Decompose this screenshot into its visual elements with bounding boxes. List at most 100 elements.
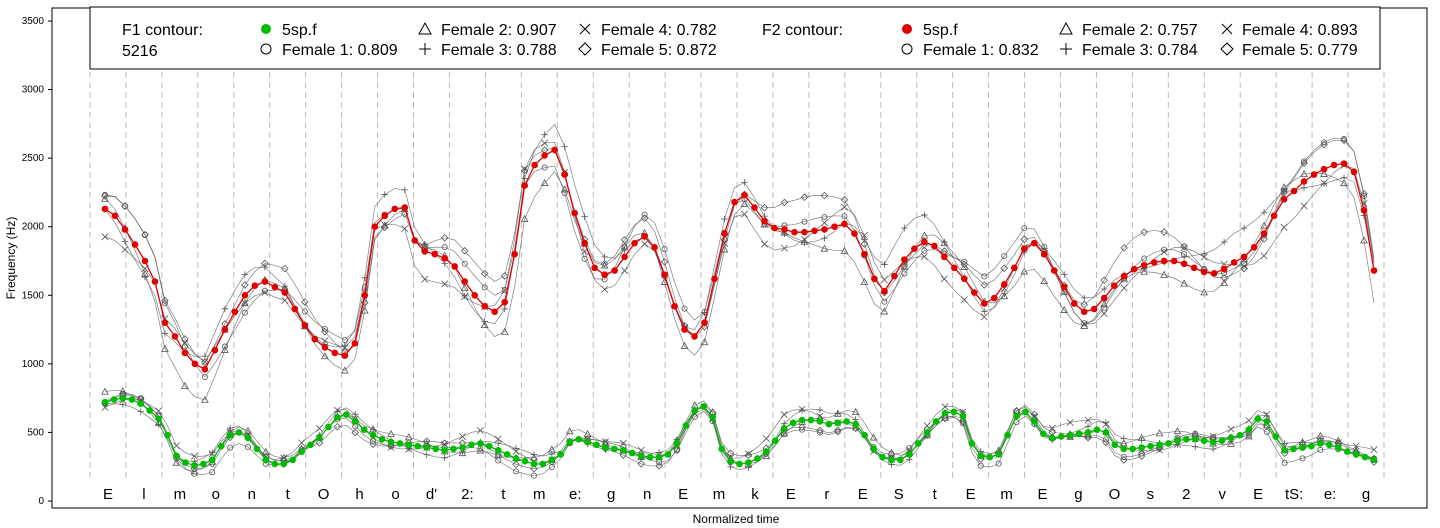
f2-main-point xyxy=(1010,264,1018,272)
f1-main-point xyxy=(914,440,922,447)
reference-point xyxy=(721,215,728,223)
reference-point xyxy=(161,330,169,337)
f2-main-point xyxy=(1070,300,1078,307)
reference-point xyxy=(121,238,129,245)
f2-main-point xyxy=(571,209,578,217)
reference-point xyxy=(1137,452,1146,460)
segment-label: E xyxy=(786,486,796,503)
f1-main-point xyxy=(450,445,457,453)
f1-main-point xyxy=(977,452,985,460)
reference-point xyxy=(601,253,608,261)
reference-point xyxy=(173,442,180,450)
f2-main-point xyxy=(771,224,778,232)
f2-main-point xyxy=(541,152,548,159)
f1-main-point xyxy=(485,442,493,450)
reference-point xyxy=(521,175,528,182)
reference-point xyxy=(1084,434,1092,442)
reference-point xyxy=(977,462,984,469)
reference-point xyxy=(441,454,448,462)
reference-point xyxy=(494,450,502,459)
f2-main-point xyxy=(531,161,538,169)
reference-point xyxy=(261,447,270,455)
f2-main-point xyxy=(1050,267,1058,274)
f1-main-point xyxy=(468,441,475,449)
reference-point xyxy=(1263,410,1271,418)
reference-point xyxy=(1260,252,1268,260)
reference-point xyxy=(261,287,268,294)
f1-main-point xyxy=(1200,437,1208,444)
f2-main-point xyxy=(361,291,369,299)
reference-point xyxy=(1040,277,1049,284)
segment-label: r xyxy=(824,486,829,503)
reference-point xyxy=(1260,221,1268,229)
y-axis-ticks: 0 500 1000 1500 2000 2500 3000 3500 xyxy=(22,16,52,507)
segment-label: E xyxy=(1253,486,1263,503)
f1-main-point xyxy=(1308,442,1315,450)
f2-main-point xyxy=(1340,160,1348,167)
f2-main-point xyxy=(1260,230,1268,237)
f1-main-point xyxy=(226,431,234,439)
f2-main-point xyxy=(891,272,898,280)
f1-main-point xyxy=(986,453,994,461)
f1-main-point xyxy=(557,451,565,458)
reference-point xyxy=(458,449,467,457)
reference-point xyxy=(940,275,948,283)
f1-main-point xyxy=(745,459,752,466)
f2-main-point xyxy=(761,217,768,225)
reference-point xyxy=(221,305,229,313)
reference-point xyxy=(321,337,329,345)
reference-point xyxy=(1260,209,1268,216)
reference-point xyxy=(513,468,520,475)
reference-point xyxy=(1120,284,1128,292)
f2-main-point xyxy=(1120,272,1128,280)
reference-point xyxy=(226,424,234,432)
reference-point xyxy=(560,185,569,193)
reference-point xyxy=(1260,235,1268,243)
f2-main-point xyxy=(281,289,289,296)
f1-main-point xyxy=(146,407,153,414)
f1-main-point xyxy=(1075,430,1083,438)
f1-main-point xyxy=(593,441,600,449)
f1-main-point xyxy=(360,426,368,433)
reference-point xyxy=(920,253,928,261)
reference-point xyxy=(1220,278,1228,286)
f2-main-point xyxy=(1160,257,1168,265)
f1-main-point xyxy=(897,456,904,464)
reference-point xyxy=(369,440,377,448)
segment-label: E xyxy=(1038,486,1048,503)
reference-point xyxy=(1048,424,1056,432)
reference-point xyxy=(441,280,449,288)
f1-main-point xyxy=(879,453,886,461)
reference-point xyxy=(1180,253,1188,261)
f1-main-point xyxy=(208,456,216,464)
reference-point xyxy=(548,450,556,458)
f1-main-point xyxy=(217,442,225,450)
f2-main-point xyxy=(1330,161,1338,169)
legend-f1-female3: Female 3: 0.788 xyxy=(441,42,557,59)
reference-point xyxy=(1280,189,1288,197)
f1-main-point xyxy=(477,440,484,447)
reference-point xyxy=(387,429,395,437)
f1-main-point xyxy=(155,415,162,423)
segment-label: E xyxy=(858,486,868,503)
reference-point xyxy=(1160,248,1168,256)
reference-point xyxy=(681,305,688,312)
f1-main-point xyxy=(1084,429,1092,436)
y-tick-label: 2000 xyxy=(22,222,45,233)
reference-point xyxy=(921,211,928,219)
reference-point xyxy=(461,293,469,301)
legend-f2-female4: Female 4: 0.893 xyxy=(1242,22,1358,39)
f2-main-point xyxy=(311,335,319,343)
reference-point xyxy=(1066,418,1074,426)
f1-main-point xyxy=(807,416,815,424)
reference-point xyxy=(816,426,824,435)
f1-main-point xyxy=(369,431,377,439)
reference-point xyxy=(762,452,771,460)
f1-main-point xyxy=(771,437,779,444)
f1-main-point xyxy=(405,441,413,449)
reference-point xyxy=(121,202,129,210)
f1-main-point xyxy=(128,396,136,403)
legend-box xyxy=(89,6,1381,70)
f2-main-point xyxy=(301,322,309,329)
reference-point xyxy=(880,276,888,284)
